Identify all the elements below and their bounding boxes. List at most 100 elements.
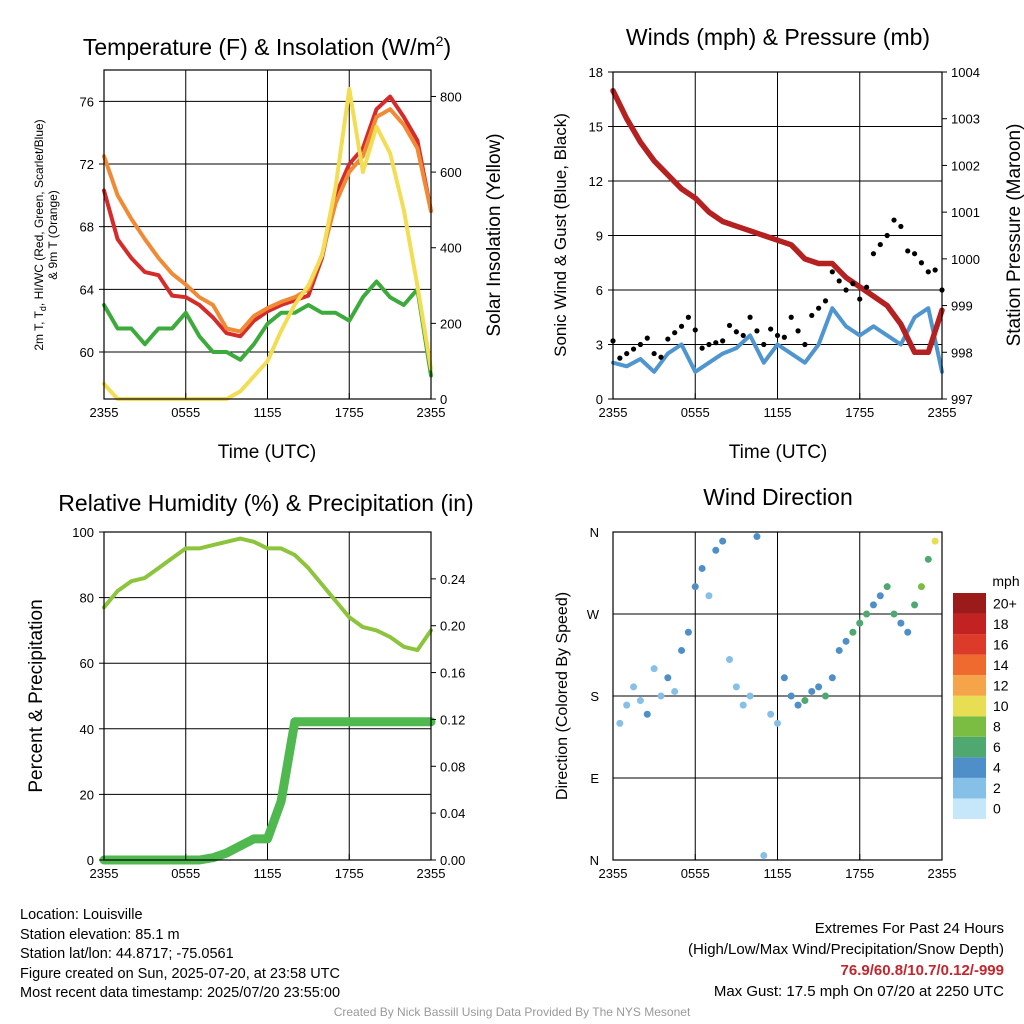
colorbar-label: 14 [993, 657, 1009, 673]
direction-point [623, 701, 631, 709]
winds-xtick-label: 2355 [599, 405, 628, 420]
colorbar-swatch [953, 777, 986, 799]
humidity-xtick-label: 1755 [335, 866, 364, 881]
direction-point [787, 692, 795, 700]
direction-point [801, 697, 809, 705]
winds-ytick-label: 0 [596, 392, 603, 407]
humidity-series-line [102, 536, 433, 653]
direction-ytick-label: N [590, 525, 599, 540]
winds-gust-point [925, 269, 931, 275]
direction-xtick-label: 2355 [599, 866, 628, 881]
temperature-ytick-label: 68 [80, 220, 94, 235]
direction-point [774, 719, 781, 727]
winds-ylabel: Sonic Wind & Gust (Blue, Black) [551, 113, 570, 357]
humidity-xtick-label: 1155 [254, 866, 282, 881]
direction-point [931, 537, 939, 545]
extremes-values: 76.9/60.8/10.7/0.12/-999 [840, 962, 1004, 979]
direction-point [746, 692, 754, 700]
winds-gust-point [644, 335, 650, 341]
humidity-ylabel: Percent & Precipitation [26, 599, 47, 792]
winds-ytick-label: 12 [589, 174, 603, 189]
direction-point [780, 674, 788, 682]
winds-gust-point [768, 326, 774, 332]
direction-point [753, 533, 761, 541]
station-location: Location: Louisville [20, 907, 143, 923]
winds-gust-point [678, 323, 685, 329]
direction-point [719, 537, 727, 545]
direction-ytick-label: W [587, 607, 600, 622]
winds-gust-point [747, 314, 753, 320]
humidity-y2tick-label: 0.12 [440, 712, 465, 727]
colorbar-label: 18 [993, 616, 1009, 632]
winds-gust-point [740, 332, 746, 339]
direction-point [739, 701, 747, 709]
temperature-y2tick-label: 600 [440, 165, 462, 180]
colorbar-swatch [953, 634, 986, 655]
winds-gust-point [802, 341, 808, 348]
winds-gust-point [836, 278, 842, 284]
station-elevation: Station elevation: 85.1 m [20, 926, 180, 943]
temperature-ytick-label: 72 [80, 157, 94, 172]
temperature-series-line [102, 94, 433, 339]
winds-gust-point [637, 341, 644, 348]
direction-point [876, 592, 884, 600]
winds-gust-point [822, 298, 829, 304]
extremes-title: Extremes For Past 24 Hours [814, 920, 1004, 937]
winds-gust-point [781, 334, 787, 340]
direction-point [705, 592, 713, 600]
winds-y2tick-label: 998 [951, 345, 973, 360]
winds-xtick-label: 1155 [764, 405, 792, 420]
winds-gust-point [843, 287, 849, 293]
direction-point [924, 555, 932, 563]
direction-point [630, 683, 638, 691]
winds-y2tick-label: 1000 [951, 252, 980, 267]
colorbar-swatch [953, 675, 986, 696]
direction-point [726, 656, 734, 664]
direction-point [863, 610, 871, 618]
direction-panel-title: Wind Direction [703, 484, 853, 510]
temperature-y2tick-label: 0 [440, 392, 447, 407]
humidity-y2tick-label: 0.04 [440, 806, 465, 821]
direction-point [808, 687, 816, 695]
winds-gust-point [630, 346, 637, 352]
temperature-ylabel-line2: & 9m T (Orange) [46, 190, 60, 280]
winds-gust-point [877, 241, 883, 248]
winds-y2tick-label: 997 [951, 392, 973, 407]
colorbar-swatch [953, 654, 986, 676]
direction-ytick-label: E [590, 771, 599, 786]
winds-gust-point [898, 223, 904, 230]
direction-ytick-label: S [590, 689, 599, 704]
temperature-xtick-label: 1155 [254, 405, 282, 420]
temperature-xtick-label: 0555 [171, 405, 200, 420]
colorbar-label: 8 [993, 719, 1001, 735]
humidity-xtick-label: 2355 [417, 866, 446, 881]
colorbar-label: 20+ [993, 595, 1017, 611]
colorbar-swatch [953, 716, 986, 737]
direction-point [883, 583, 891, 591]
humidity-ytick-label: 100 [72, 525, 94, 540]
humidity-xtick-label: 0555 [171, 866, 200, 881]
winds-gust-point [884, 232, 890, 239]
winds-series-line [611, 306, 944, 374]
winds-ytick-label: 15 [589, 120, 603, 135]
temperature-ytick-label: 76 [80, 94, 94, 109]
winds-gust-point [829, 269, 835, 275]
winds-gust-point [918, 260, 925, 266]
direction-point [904, 628, 912, 636]
humidity-ytick-label: 20 [80, 787, 94, 802]
extremes-info: Extremes For Past 24 Hours (High/Low/Max… [688, 918, 1004, 1002]
winds-gust-point [905, 248, 911, 254]
direction-point [657, 692, 665, 700]
direction-point [760, 851, 768, 859]
colorbar-label: 4 [993, 760, 1001, 776]
colorbar-swatch [953, 798, 986, 819]
winds-gust-point [658, 354, 664, 360]
extremes-subtitle: (High/Low/Max Wind/Precipitation/Snow De… [688, 941, 1004, 958]
winds-gust-point [624, 350, 630, 357]
colorbar-swatch [953, 736, 986, 758]
direction-point [698, 564, 706, 572]
direction-point [835, 646, 843, 654]
winds-series-line [610, 87, 945, 356]
direction-point [849, 628, 857, 636]
